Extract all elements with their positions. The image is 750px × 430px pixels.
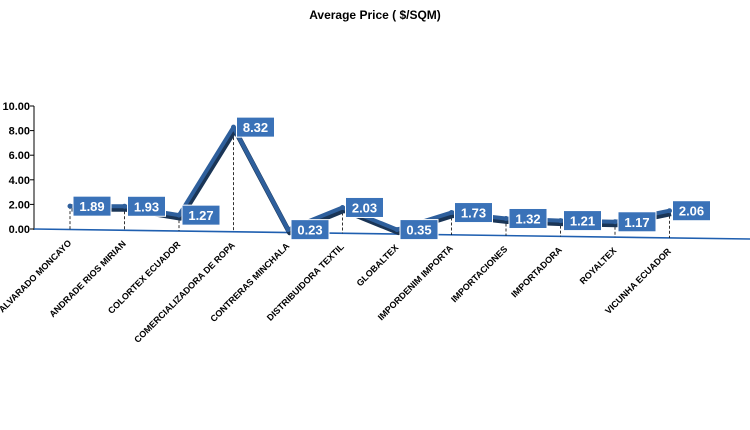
x-tick-label: COMERCIALIZADORA DE ROPA [132,240,237,345]
chart-title: Average Price ( $/SQM) [309,8,441,22]
y-tick-label: 0.00 [9,224,30,236]
data-label: 1.89 [79,199,104,214]
data-label-box [127,195,166,217]
x-axis-line [33,228,750,240]
y-tick-label: 4.00 [9,175,30,187]
data-point [122,203,127,209]
data-point [67,203,73,209]
data-label: 8.32 [243,120,268,135]
data-label-box [236,116,275,138]
data-point [285,227,291,233]
y-tick-label: 8.00 [9,126,30,138]
data-point [558,218,563,224]
y-tick-label: 10.00 [2,101,30,113]
data-label: 1.73 [461,206,486,221]
x-tick-label: IMPORTACIONES [449,244,509,304]
data-label: 0.23 [297,223,322,238]
data-label: 2.06 [679,204,704,219]
data-label: 1.27 [188,208,213,223]
data-point [176,212,182,218]
data-point [503,215,509,221]
x-tick-label: IMPORTADORA [509,244,564,299]
data-label: 1.21 [570,214,595,229]
y-tick-label: 2.00 [9,199,30,211]
data-label-box [563,210,602,232]
data-label-box [345,196,384,218]
data-point [449,210,454,216]
data-label-box [72,195,112,217]
data-label: 0.35 [406,223,431,238]
data-label-box [508,207,548,229]
data-label-box [399,219,439,241]
data-label-box [290,219,330,241]
data-label: 1.93 [134,199,159,214]
x-tick-label: GLOBALTEX [355,242,401,288]
data-point [667,208,672,214]
data-label: 2.03 [352,200,377,215]
data-point [231,124,236,130]
data-label-box [454,202,493,224]
data-label-box [617,211,657,233]
data-label: 1.32 [515,211,540,226]
y-tick-label: 6.00 [9,150,30,162]
data-point [394,227,400,233]
x-tick-label: ROYALTEX [578,245,619,286]
data-point [612,219,618,225]
data-label-box [181,204,221,226]
data-label: 1.17 [624,215,649,230]
data-point [340,204,345,210]
data-label-box [672,200,711,222]
